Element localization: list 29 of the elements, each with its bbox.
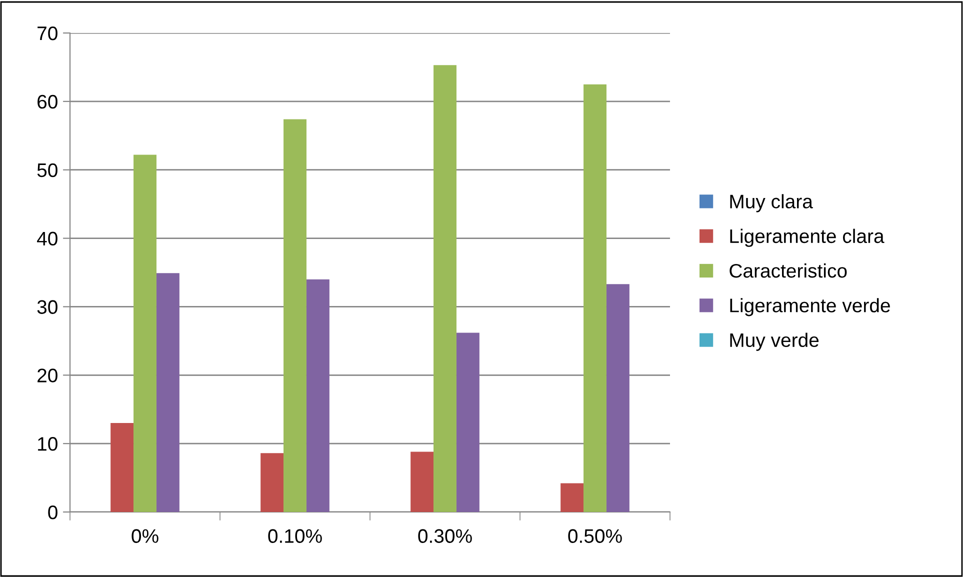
bar	[284, 119, 306, 512]
y-tick-label: 30	[37, 300, 58, 314]
legend-label: Caracteristico	[730, 263, 847, 278]
y-tick-label: 10	[38, 437, 58, 451]
x-tick-label: 0.10%	[268, 529, 322, 543]
x-tick-label: 0.30%	[418, 529, 472, 543]
y-tick-label: 40	[37, 232, 58, 246]
y-tick-label: 50	[37, 163, 58, 178]
legend-label: Muy clara	[730, 194, 813, 212]
legend-label: Muy verde	[730, 332, 819, 351]
y-tick-label: 0	[48, 505, 58, 520]
bar	[260, 453, 284, 512]
bar	[584, 84, 606, 512]
bar	[606, 284, 630, 512]
bar	[134, 154, 156, 512]
legend-label: Ligeramente verde	[730, 298, 890, 316]
bar	[434, 65, 456, 512]
bar	[110, 423, 134, 512]
bar	[306, 279, 330, 512]
bar	[456, 332, 480, 512]
bar	[560, 483, 584, 512]
x-tick-label: 0.50%	[568, 529, 622, 543]
bar	[156, 273, 180, 512]
y-tick-label: 70	[38, 26, 58, 40]
x-tick-label: 0%	[132, 529, 158, 543]
y-tick-label: 60	[38, 94, 58, 109]
y-tick-label: 20	[38, 368, 58, 382]
bar	[410, 452, 434, 512]
legend-label: Ligeramente clara	[730, 228, 884, 247]
